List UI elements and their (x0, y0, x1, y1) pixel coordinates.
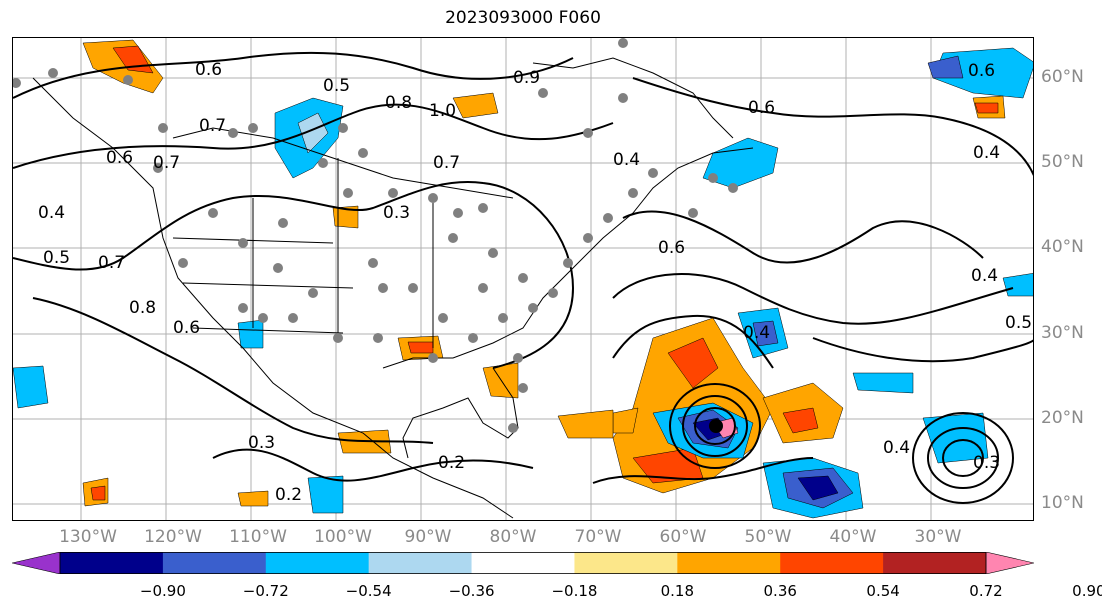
lon-label: 30°W (914, 527, 962, 547)
colorbar-tick-label: −0.90 (139, 582, 186, 600)
contour-label: 0.8 (129, 298, 156, 318)
contour-label: 0.5 (1005, 313, 1032, 333)
contour-label: 0.3 (248, 433, 275, 453)
storm-center-marker (709, 419, 723, 433)
contour-label: 0.5 (43, 248, 70, 268)
contour-label: 0.8 (385, 93, 412, 113)
lon-label: 50°W (744, 527, 792, 547)
contour-label: 0.7 (153, 153, 180, 173)
station-dots (13, 38, 738, 433)
contour-label: 0.9 (513, 68, 540, 88)
contour-label: 0.4 (971, 266, 998, 286)
map-svg: 0.6 0.5 0.8 1.0 0.7 0.6 0.7 0.4 0.6 0.5 … (13, 38, 1033, 520)
colorbar-bin (162, 552, 267, 574)
contour-label: 0.4 (38, 203, 65, 223)
colorbar-tick-label: 0.72 (969, 582, 1003, 600)
lon-label: 120°W (144, 527, 202, 547)
contour-label: 0.4 (973, 143, 1000, 163)
contour-label: 0.6 (195, 60, 222, 80)
lon-label: 90°W (404, 527, 452, 547)
contour-label: 0.6 (748, 98, 775, 118)
contour-label: 0.4 (743, 323, 770, 343)
lon-label: 130°W (59, 527, 117, 547)
contour-label: 0.6 (968, 61, 995, 81)
colorbar-tick-label: −0.36 (448, 582, 495, 600)
colorbar-tick-label: −0.54 (345, 582, 392, 600)
contour-label: 0.5 (323, 76, 350, 96)
contour-label: 1.0 (429, 101, 456, 121)
colorbar-bin (883, 552, 987, 574)
map-panel: 0.6 0.5 0.8 1.0 0.7 0.6 0.7 0.4 0.6 0.5 … (12, 37, 1034, 521)
shaded-fields (13, 39, 1033, 519)
colorbar-extension-low (12, 552, 61, 574)
colorbar-extension-high (985, 552, 1034, 574)
contour-label: 0.7 (98, 253, 125, 273)
lon-label: 80°W (489, 527, 537, 547)
lat-label: 10°N (1041, 493, 1084, 513)
graticule (13, 38, 1033, 520)
colorbar-tick-label: 0.54 (866, 582, 900, 600)
lon-label: 110°W (229, 527, 287, 547)
colorbar-segments (12, 552, 1034, 574)
lon-label: 40°W (829, 527, 877, 547)
contour-label: 0.6 (106, 148, 133, 168)
colorbar-bin (574, 552, 678, 574)
colorbar-tick-label: −0.72 (242, 582, 289, 600)
colorbar (12, 552, 1034, 574)
lon-label: 100°W (314, 527, 372, 547)
contours (13, 51, 1033, 504)
contour-label: 0.7 (433, 153, 460, 173)
lat-label: 20°N (1041, 408, 1084, 428)
lat-label: 50°N (1041, 152, 1084, 172)
contour-label: 0.7 (199, 116, 226, 136)
contour-label: 0.3 (383, 203, 410, 223)
colorbar-bin (368, 552, 473, 574)
colorbar-bin (60, 552, 164, 574)
contour-label: 0.4 (883, 438, 910, 458)
plot-title: 2023093000 F060 (445, 8, 601, 28)
colorbar-outline (59, 552, 987, 574)
lon-label: 60°W (659, 527, 707, 547)
contour-label: 0.6 (173, 318, 200, 338)
lat-label: 30°N (1041, 323, 1084, 343)
colorbar-tick-label: −0.18 (551, 582, 598, 600)
coastlines (32, 57, 754, 519)
contour-label: 0.2 (275, 485, 302, 505)
colorbar-bin (471, 552, 575, 574)
lat-label: 60°N (1041, 67, 1084, 87)
colorbar-tick-label: 0.90 (1072, 582, 1102, 600)
colorbar-bin (780, 552, 884, 574)
contour-label: 0.4 (613, 150, 640, 170)
colorbar-tick-label: 0.36 (763, 582, 797, 600)
contour-labels: 0.6 0.5 0.8 1.0 0.7 0.6 0.7 0.4 0.6 0.5 … (38, 60, 1032, 505)
lat-label: 40°N (1041, 237, 1084, 257)
contour-label: 0.3 (973, 453, 1000, 473)
contour-label: 0.2 (438, 453, 465, 473)
colorbar-tick-label: 0.18 (660, 582, 695, 600)
lon-label: 70°W (574, 527, 622, 547)
colorbar-bin (265, 552, 370, 574)
colorbar-bin (677, 552, 781, 574)
contour-label: 0.6 (658, 238, 685, 258)
